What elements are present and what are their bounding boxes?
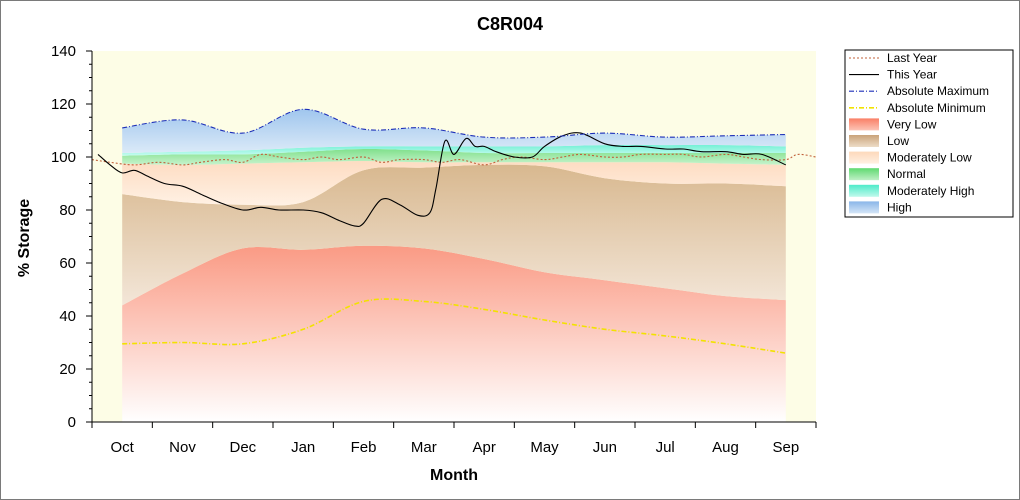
y-axis-label: % Storage — [16, 199, 33, 277]
legend-swatch — [849, 184, 879, 197]
legend-item-very-low: Very Low — [849, 117, 937, 131]
legend-label: Very Low — [887, 117, 937, 131]
x-tick-label: Aug — [712, 439, 739, 456]
x-tick-label: Dec — [229, 439, 256, 456]
legend-item-moderately-low: Moderately Low — [849, 151, 972, 165]
legend-item-absolute-minimum: Absolute Minimum — [849, 101, 986, 115]
x-ticks: Oct Nov Dec Jan Feb Mar Apr May Jun Jul Aug Sep — [91, 422, 817, 456]
band-layer — [122, 109, 786, 422]
y-tick-label: 140 — [51, 43, 76, 60]
series-last-year — [91, 153, 817, 166]
x-tick-label: Apr — [472, 439, 495, 456]
x-tick-label: Jul — [656, 439, 675, 456]
legend-swatch — [849, 201, 879, 214]
legend-label: This Year — [887, 68, 937, 82]
x-tick-label: Jan — [291, 439, 315, 456]
y-tick-label: 60 — [59, 255, 76, 272]
series-layer — [91, 108, 817, 354]
band-moderately-high — [122, 145, 786, 156]
legend-label: Normal — [887, 167, 926, 181]
legend-item-normal: Normal — [849, 167, 926, 181]
band-very-low — [122, 245, 786, 422]
chart-title: C8R004 — [477, 14, 543, 34]
band-high — [122, 109, 786, 153]
band-moderately-low — [122, 161, 786, 206]
legend-label: Moderately Low — [887, 151, 972, 165]
x-tick-label: Jun — [593, 439, 617, 456]
legend-item-last-year: Last Year — [849, 51, 937, 65]
legend-label: Absolute Maximum — [887, 84, 989, 98]
series-absolute-maximum — [122, 108, 786, 139]
legend-swatch — [849, 118, 879, 131]
x-tick-label: May — [530, 439, 559, 456]
x-tick-label: Nov — [169, 439, 196, 456]
band-normal — [122, 148, 786, 165]
y-ticks: 0 20 40 60 80 100 120 140 — [51, 43, 92, 431]
series-this-year — [97, 132, 787, 227]
y-tick-label: 120 — [51, 96, 76, 113]
legend-item-high: High — [849, 200, 912, 214]
band-low — [122, 164, 786, 306]
legend-swatch — [849, 135, 879, 147]
x-tick-label: Mar — [411, 439, 437, 456]
legend-swatch — [849, 168, 879, 181]
legend-label: Moderately High — [887, 184, 974, 198]
series-absolute-minimum — [122, 298, 786, 354]
x-tick-label: Oct — [110, 439, 134, 456]
y-tick-label: 40 — [59, 308, 76, 325]
legend-item-this-year: This Year — [849, 68, 937, 82]
legend-label: Low — [887, 134, 909, 148]
legend: Last Year This Year Absolute Maximum Absolu… — [844, 49, 1014, 218]
legend-label: Last Year — [887, 51, 937, 65]
y-tick-label: 0 — [68, 414, 76, 431]
y-tick-label: 20 — [59, 361, 76, 378]
y-tick-label: 100 — [51, 149, 76, 166]
legend-label: High — [887, 200, 912, 214]
legend-item-low: Low — [849, 134, 909, 148]
legend-swatch — [849, 151, 879, 164]
x-axis-label: Month — [430, 467, 478, 484]
legend-item-moderately-high: Moderately High — [849, 184, 974, 198]
legend-item-absolute-maximum: Absolute Maximum — [849, 84, 989, 98]
x-tick-label: Feb — [351, 439, 377, 456]
legend-label: Absolute Minimum — [887, 101, 986, 115]
x-tick-label: Sep — [772, 439, 799, 456]
y-tick-label: 80 — [59, 202, 76, 219]
